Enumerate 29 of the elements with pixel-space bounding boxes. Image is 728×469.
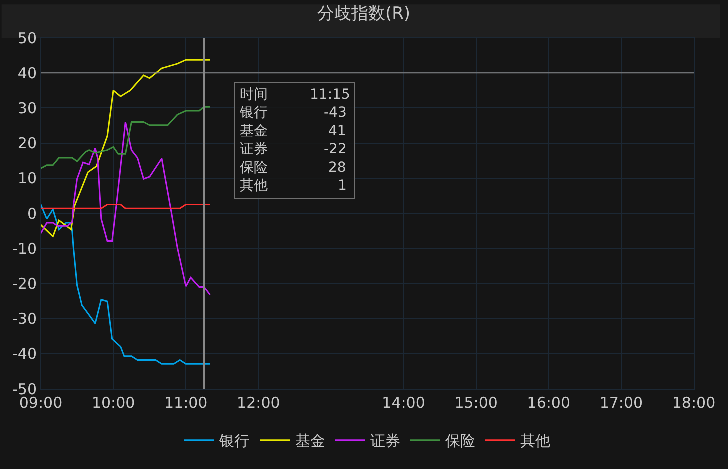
y-tick-label: -40 <box>12 345 37 364</box>
line-series <box>41 59 212 238</box>
x-tick-label: 11:00 <box>164 394 208 412</box>
x-tick-label: 17:00 <box>600 394 644 412</box>
x-tick-label: 15:00 <box>454 394 498 412</box>
x-tick-label: 14:00 <box>382 394 426 412</box>
x-tick-label: 18:00 <box>672 394 716 412</box>
chart-title: 分歧指数(R) <box>317 4 411 24</box>
legend-label: 证券 <box>370 432 400 450</box>
y-tick-label: 10 <box>18 170 37 188</box>
x-tick-label: 10:00 <box>92 394 136 412</box>
y-tick-label: 30 <box>18 99 37 118</box>
y-tick-label: 50 <box>18 29 37 48</box>
line-series <box>41 106 212 170</box>
legend-label: 其他 <box>520 432 550 450</box>
y-tick-label: 20 <box>18 134 37 153</box>
x-tick-label: 16:00 <box>527 394 571 412</box>
y-tick-label: 0 <box>27 204 37 223</box>
y-tick-label: -10 <box>12 240 37 258</box>
y-tick-label: -20 <box>12 274 37 293</box>
y-tick-label: 40 <box>18 64 37 82</box>
line-series <box>41 121 212 296</box>
x-tick-label: 12:00 <box>237 394 280 412</box>
legend-label: 基金 <box>296 432 326 450</box>
line-series <box>41 204 212 365</box>
legend-label: 银行 <box>218 432 250 450</box>
legend-label: 保险 <box>446 432 476 450</box>
annotation: 时间 11:15 银行 -43 基金 41 证券 -22 保险 28 其他 1 <box>239 87 350 194</box>
y-tick-label: -30 <box>12 310 37 328</box>
